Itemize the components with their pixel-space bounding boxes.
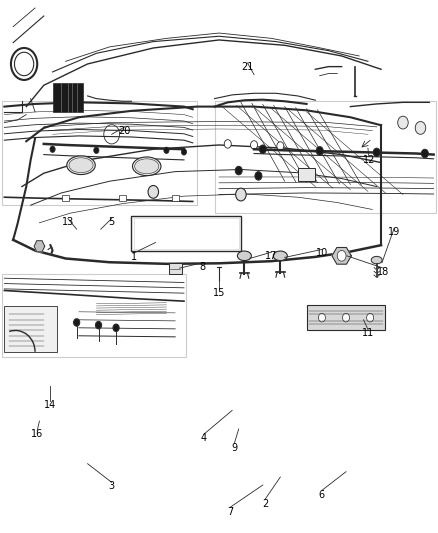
Polygon shape	[191, 222, 201, 228]
Ellipse shape	[132, 157, 161, 176]
Text: 18: 18	[377, 267, 389, 277]
Circle shape	[251, 141, 258, 149]
Text: 2: 2	[262, 499, 268, 508]
Bar	[53, 83, 83, 112]
Text: 10: 10	[316, 248, 328, 258]
Circle shape	[259, 145, 266, 154]
Bar	[172, 195, 179, 201]
Text: 15: 15	[213, 288, 225, 298]
FancyBboxPatch shape	[2, 274, 186, 357]
Text: 7: 7	[227, 507, 233, 516]
Text: 11: 11	[362, 328, 374, 338]
Text: 5: 5	[109, 217, 115, 227]
Bar	[307, 305, 385, 330]
Circle shape	[255, 172, 262, 180]
Text: 9: 9	[231, 443, 237, 453]
Text: 21: 21	[241, 62, 254, 71]
FancyBboxPatch shape	[215, 101, 436, 213]
Text: 8: 8	[199, 262, 205, 271]
Polygon shape	[34, 241, 45, 252]
Circle shape	[421, 149, 428, 158]
Text: 13: 13	[62, 217, 74, 227]
Circle shape	[316, 147, 323, 155]
Circle shape	[148, 185, 159, 198]
Ellipse shape	[135, 159, 159, 174]
Circle shape	[373, 148, 380, 157]
Bar	[169, 263, 182, 274]
Circle shape	[343, 313, 350, 322]
Circle shape	[94, 147, 99, 154]
Circle shape	[181, 149, 187, 155]
Circle shape	[95, 321, 102, 329]
Ellipse shape	[67, 156, 95, 175]
Bar	[119, 195, 126, 201]
Bar	[134, 218, 239, 249]
Bar	[298, 168, 315, 181]
Text: 1: 1	[131, 252, 137, 262]
Text: 12: 12	[363, 155, 375, 165]
Text: 17: 17	[265, 251, 278, 261]
Text: 19: 19	[388, 227, 400, 237]
Text: 14: 14	[44, 400, 57, 410]
Polygon shape	[332, 247, 351, 264]
Circle shape	[235, 166, 242, 175]
Circle shape	[224, 140, 231, 148]
Circle shape	[367, 313, 374, 322]
FancyBboxPatch shape	[2, 101, 197, 205]
Circle shape	[337, 251, 346, 261]
Text: 20: 20	[119, 126, 131, 135]
Text: 6: 6	[319, 490, 325, 499]
Circle shape	[236, 188, 246, 201]
FancyBboxPatch shape	[4, 306, 57, 352]
Circle shape	[164, 147, 169, 154]
Text: 16: 16	[31, 430, 43, 439]
Text: 3: 3	[109, 481, 115, 491]
Ellipse shape	[69, 158, 93, 173]
Ellipse shape	[273, 251, 287, 261]
Circle shape	[113, 324, 119, 332]
Ellipse shape	[371, 256, 382, 264]
Bar	[131, 216, 241, 251]
Text: 4: 4	[201, 433, 207, 443]
Ellipse shape	[237, 251, 251, 261]
Circle shape	[415, 122, 426, 134]
Circle shape	[277, 142, 284, 150]
Bar	[62, 195, 69, 201]
Circle shape	[50, 146, 55, 152]
Circle shape	[318, 313, 325, 322]
Circle shape	[398, 116, 408, 129]
Circle shape	[74, 319, 80, 326]
